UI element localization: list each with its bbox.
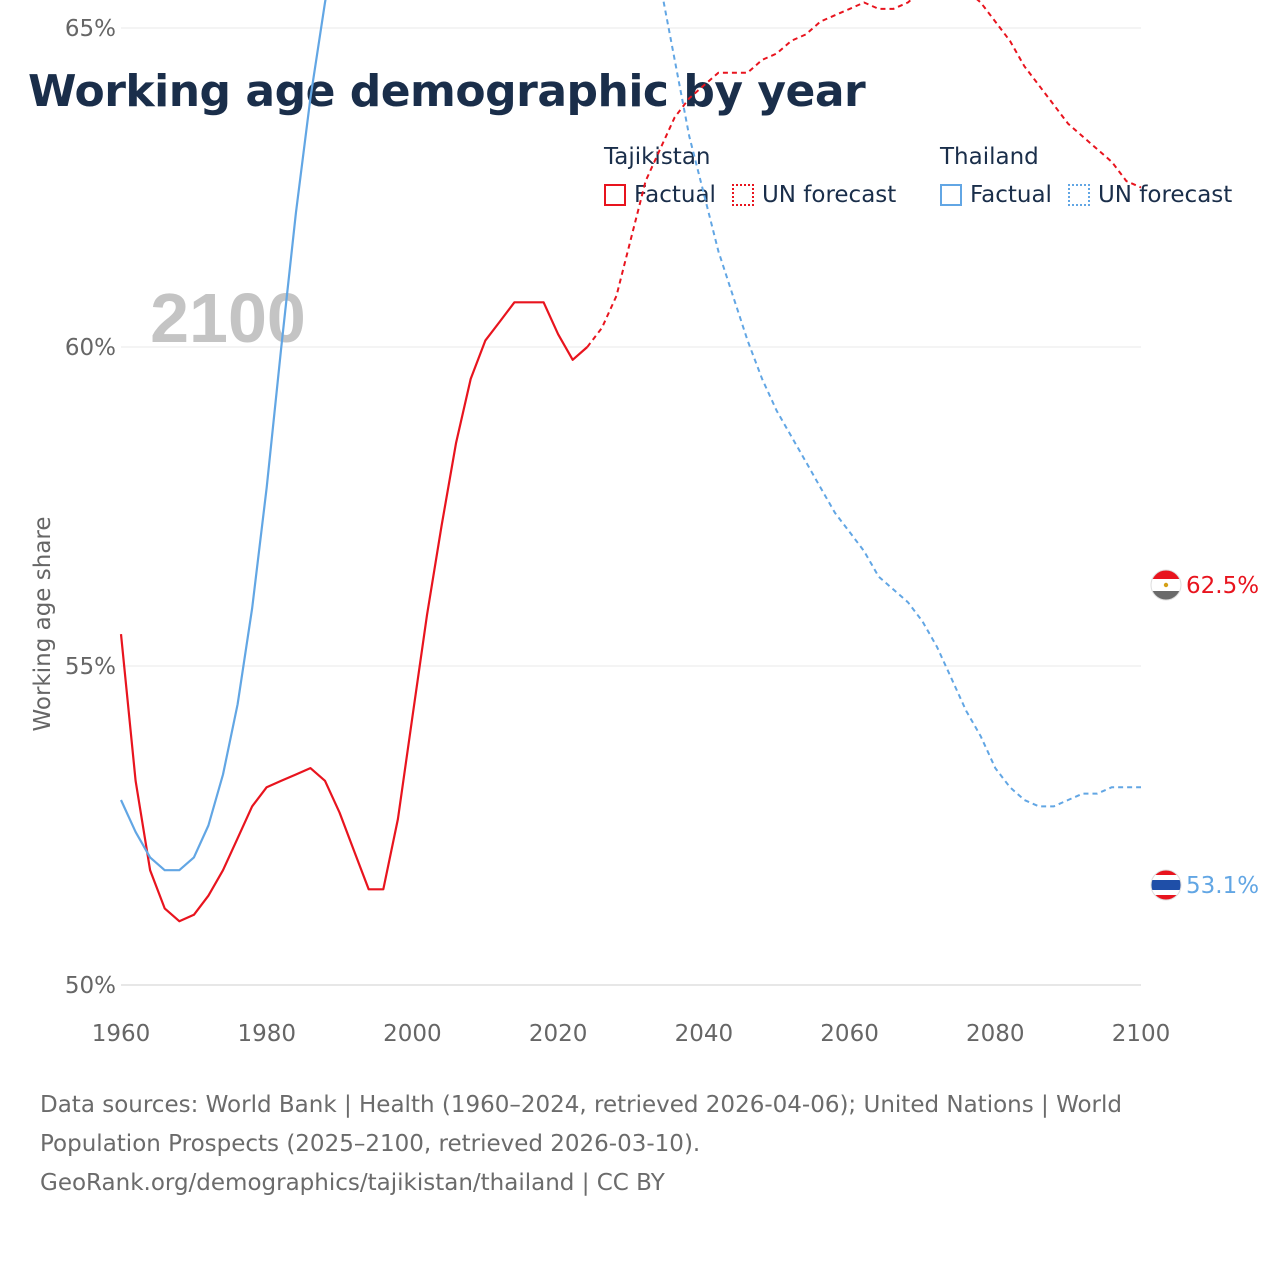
data-sources: Data sources: World Bank | Health (1960–… xyxy=(40,1092,1122,1157)
legend-thailand-factual-label: Factual xyxy=(970,182,1052,208)
legend-thailand-forecast-label: UN forecast xyxy=(1097,182,1233,208)
dotted-swatch-icon xyxy=(731,184,754,206)
x-tick-label: 2080 xyxy=(966,1021,1025,1047)
tajikistan-flag-icon xyxy=(1151,570,1181,600)
series-lines xyxy=(119,0,1142,923)
legend-tajikistan-forecast[interactable]: UN forecast xyxy=(731,182,897,208)
legend-tajikistan-factual[interactable]: Factual xyxy=(604,182,716,208)
legend-tajikistan-name: Tajikistan xyxy=(604,144,711,170)
y-axis-tick-labels: 50%55%60%65%70% xyxy=(65,16,116,999)
year-watermark: 2100 xyxy=(150,279,306,357)
source-url[interactable]: GeoRank.org/demographics/tajikistan/thai… xyxy=(40,1170,665,1196)
thailand-factual-line xyxy=(119,0,327,872)
solid-swatch-icon xyxy=(940,184,962,206)
tajikistan-forecast-line xyxy=(586,0,1142,348)
y-tick-label: 60% xyxy=(65,335,116,361)
chart-area: 2100 50%55%60%65%70% 1960198020002020204… xyxy=(30,0,1259,1047)
flag-border xyxy=(1150,569,1182,601)
tajikistan-end-value: 62.5% xyxy=(1186,573,1259,599)
legend-thailand-name: Thailand xyxy=(940,144,1039,170)
chart-title: Working age demographic by year xyxy=(28,66,866,117)
legend-thailand-factual[interactable]: Factual xyxy=(940,182,1052,208)
footer: Data sources: World Bank | Health (1960–… xyxy=(40,1086,1200,1203)
gridlines xyxy=(121,27,1141,986)
thailand-forecast-line xyxy=(662,0,1141,808)
legend-tajikistan-forecast-label: UN forecast xyxy=(761,182,897,208)
y-tick-label: 50% xyxy=(65,973,116,999)
dotted-swatch-icon xyxy=(1067,184,1090,206)
y-tick-label: 65% xyxy=(65,16,116,42)
flag-border xyxy=(1150,869,1182,901)
x-tick-label: 2040 xyxy=(675,1021,734,1047)
thailand-flag-icon xyxy=(1151,870,1181,900)
x-tick-label: 2060 xyxy=(820,1021,879,1047)
x-axis-tick-labels: 1960 1980 2000 2020 2040 2060 2080 2100 xyxy=(92,1021,1171,1047)
x-tick-label: 1960 xyxy=(92,1021,151,1047)
x-tick-label: 2000 xyxy=(383,1021,442,1047)
legend-tajikistan: Tajikistan Factual UN forecast xyxy=(604,144,912,208)
legend-thailand-forecast[interactable]: UN forecast xyxy=(1067,182,1233,208)
x-tick-label: 2020 xyxy=(529,1021,588,1047)
y-axis-title: Working age share xyxy=(30,516,56,731)
x-tick-label: 2100 xyxy=(1112,1021,1171,1047)
solid-swatch-icon xyxy=(604,184,626,206)
y-tick-label: 55% xyxy=(65,654,116,680)
tajikistan-factual-line xyxy=(119,301,589,923)
x-tick-label: 1980 xyxy=(237,1021,296,1047)
thailand-end-value: 53.1% xyxy=(1186,873,1259,899)
legend-thailand: Thailand Factual UN forecast xyxy=(940,144,1248,208)
legend-tajikistan-factual-label: Factual xyxy=(634,182,716,208)
